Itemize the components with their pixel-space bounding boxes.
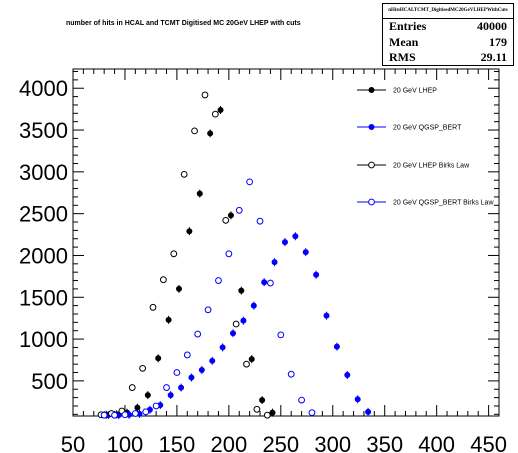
data-point	[211, 110, 219, 118]
data-point	[308, 409, 316, 417]
chart-title: number of hits in HCAL and TCMT Digitise…	[66, 20, 301, 27]
stats-value: 179	[489, 34, 507, 49]
legend-marker	[368, 87, 375, 93]
legend-marker	[368, 198, 375, 206]
data-point	[267, 279, 274, 287]
data-point	[246, 178, 254, 186]
y-tick-label: 3000	[19, 160, 68, 185]
stats-value: 29.11	[480, 50, 507, 64]
data-point	[201, 91, 209, 99]
data-point	[139, 364, 147, 372]
x-tick-label: 450	[470, 432, 507, 453]
legend-label: 20 GeV QGSP_BERT Birks Law	[393, 200, 494, 207]
data-point	[128, 384, 136, 391]
legend-item: 20 GeV QGSP_BERT	[357, 124, 462, 132]
data-point	[131, 410, 139, 417]
data-point	[159, 276, 167, 284]
data-point	[298, 396, 305, 404]
stats-box: nHitsHCALTCMT_DigitisedMC20GeVLHEPWithCu…	[382, 3, 514, 66]
data-point	[111, 411, 118, 419]
stats-title: nHitsHCALTCMT_DigitisedMC20GeVLHEPWithCu…	[383, 4, 513, 19]
data-point	[194, 330, 202, 338]
data-point	[204, 306, 212, 314]
data-point	[277, 331, 285, 339]
data-point	[243, 360, 250, 368]
x-tick-label: 350	[366, 432, 403, 453]
y-tick-label: 3500	[19, 118, 68, 143]
y-tick-label: 2000	[19, 243, 68, 268]
data-point	[142, 408, 150, 416]
plot-frame	[72, 68, 500, 417]
data-point	[263, 411, 271, 419]
legend-item: 20 GeV QGSP_BERT Birks Law	[357, 198, 494, 207]
data-point	[180, 170, 188, 178]
stats-value: 40000	[477, 19, 507, 33]
data-point	[183, 351, 191, 359]
stats-label: Entries	[389, 19, 427, 33]
y-tick-label: 4000	[19, 76, 68, 101]
y-axis: 500 1000 1500 2000 2500 3000 3500 4000	[19, 71, 499, 415]
y-tick-label: 1500	[19, 285, 68, 310]
data-point	[191, 127, 198, 135]
legend-item: 20 GeV LHEP Birks Law	[357, 161, 470, 170]
x-tick-label: 150	[159, 432, 196, 453]
x-tick-label: 200	[210, 432, 247, 453]
data-point	[225, 250, 233, 258]
data-point	[222, 216, 230, 224]
data-point	[287, 370, 295, 378]
data-point	[163, 384, 170, 391]
legend-label: 20 GeV QGSP_BERT	[393, 125, 462, 132]
legend-marker	[368, 161, 375, 169]
data-point	[215, 277, 222, 284]
x-tick-label: 250	[262, 432, 299, 453]
stats-row-entries: Entries 40000	[383, 19, 513, 35]
stats-row-rms: RMS 29.11	[383, 50, 513, 66]
y-tick-label: 500	[31, 369, 68, 394]
data-point	[173, 369, 181, 376]
legend-label: 20 GeV LHEP	[393, 88, 437, 95]
x-tick-label: 300	[314, 432, 351, 453]
stats-label: RMS	[389, 50, 416, 64]
series-20-gev-lhep-birks-law	[97, 91, 271, 419]
legend-marker	[368, 124, 375, 130]
y-tick-label: 1000	[19, 327, 68, 352]
x-axis: 50 100 150 200 250 300 350 400 450	[61, 69, 507, 453]
x-tick-label: 50	[61, 432, 85, 453]
legend-item: 20 GeV LHEP	[357, 87, 437, 95]
data-point	[100, 411, 108, 419]
data-point	[152, 402, 160, 410]
stats-row-mean: Mean 179	[383, 35, 513, 51]
y-tick-label: 2500	[19, 202, 68, 227]
data-point	[170, 250, 178, 258]
data-layer	[97, 91, 372, 420]
stats-label: Mean	[389, 34, 419, 49]
legend: 20 GeV LHEP 20 GeV QGSP_BERT 20 GeV LHEP B…	[357, 87, 494, 207]
legend-label: 20 GeV LHEP Birks Law	[393, 163, 470, 170]
data-point	[149, 303, 157, 311]
data-point	[121, 411, 129, 419]
data-point	[235, 206, 243, 214]
x-tick-label: 400	[418, 432, 455, 453]
data-point	[253, 405, 261, 413]
x-tick-label: 100	[107, 432, 144, 453]
data-point	[232, 320, 240, 328]
data-point	[256, 217, 264, 225]
series-20-gev-qgsp-bert-birks-law	[100, 178, 316, 419]
series-20-gev-lhep	[103, 105, 276, 419]
